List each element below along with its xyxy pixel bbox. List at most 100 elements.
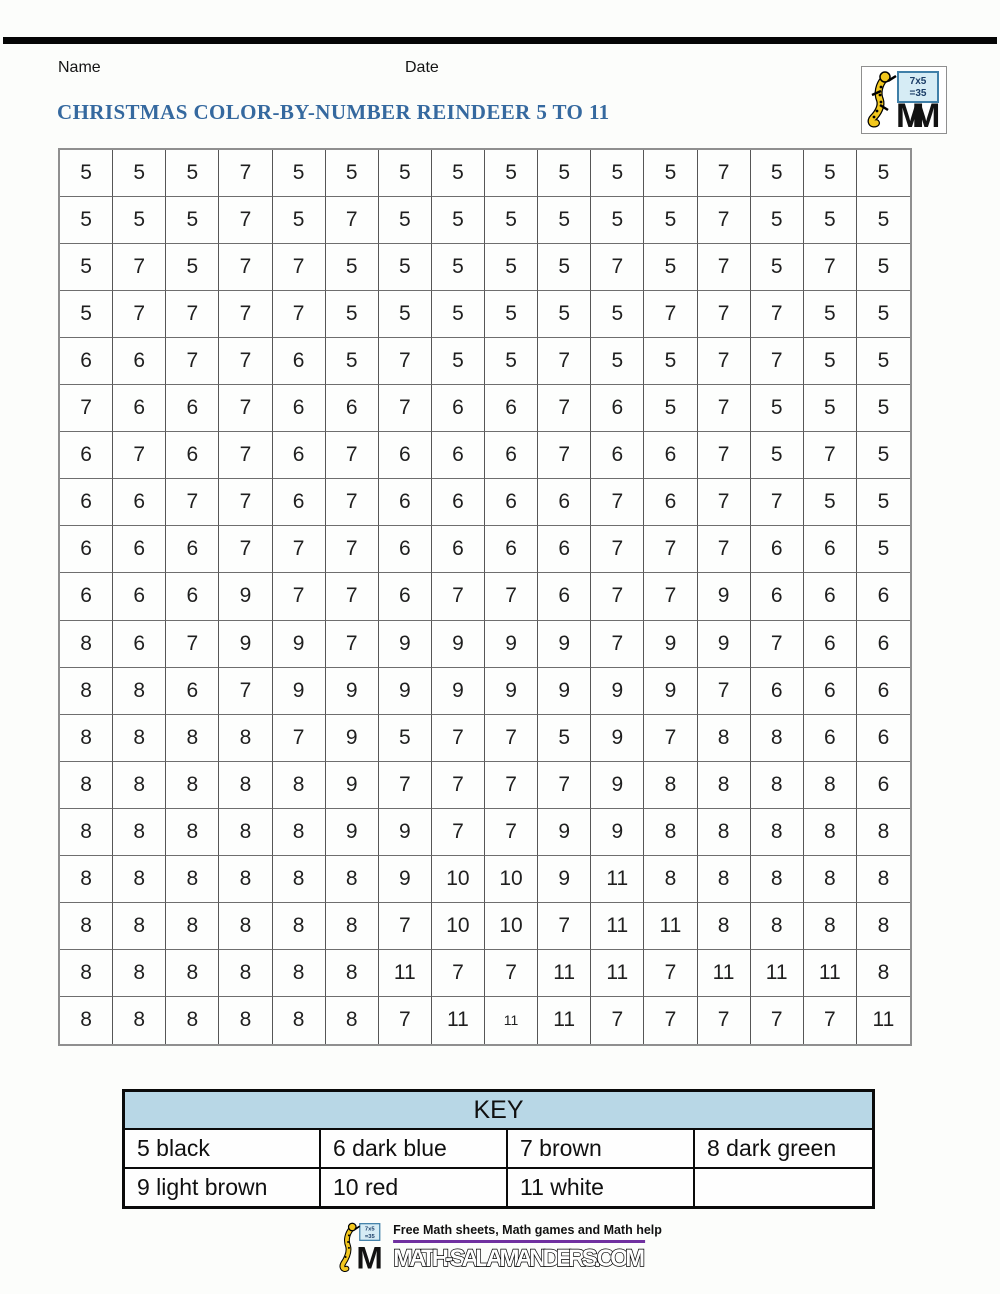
grid-cell: 7	[325, 620, 379, 668]
grid-cell: 7	[166, 479, 220, 527]
grid-cell: 9	[644, 667, 698, 715]
name-label: Name	[58, 59, 101, 76]
grid-cell: 6	[431, 526, 485, 574]
grid-cell: 5	[856, 244, 910, 292]
grid-cell: 7	[591, 620, 645, 668]
grid-cell: 8	[219, 855, 273, 903]
grid-cell: 6	[431, 479, 485, 527]
grid-cell: 5	[166, 244, 220, 292]
grid-cell: 8	[166, 855, 220, 903]
grid-cell: 11	[872, 1008, 895, 1032]
grid-cell: 8	[60, 949, 114, 997]
grid-cell: 5	[856, 432, 910, 480]
grid-cell: 7	[750, 479, 804, 527]
grid-cell: 7	[591, 244, 645, 292]
grid-cell: 6	[113, 338, 167, 386]
grid-cell: 7	[591, 479, 645, 527]
grid-cell: 9	[378, 667, 432, 715]
grid-cell: 6	[378, 479, 432, 527]
grid-cell: 5	[856, 385, 910, 433]
key-row: 5 black 6 dark blue 7 brown 8 dark green	[125, 1130, 872, 1167]
grid-cell: 8	[325, 902, 379, 950]
grid-cell: 7	[698, 996, 751, 1044]
grid-cell: 7	[431, 808, 485, 856]
grid-cell: 9	[591, 667, 645, 715]
grid-cell: 6	[803, 714, 857, 762]
key-row: 9 light brown 10 red 11 white	[125, 1167, 872, 1206]
grid-cell: 8	[60, 761, 114, 809]
grid-cell: 8	[113, 855, 167, 903]
grid-cell: 7	[219, 291, 273, 339]
grid-cell: 7	[538, 761, 592, 809]
grid-cell: 5	[538, 291, 592, 339]
grid-cell: 8	[60, 855, 114, 903]
grid-cell: 11	[803, 949, 857, 997]
grid-cell: 8	[644, 808, 698, 856]
grid-cell: 7	[485, 761, 539, 809]
grid-cell: 5	[644, 197, 698, 245]
grid-cell: 11	[432, 996, 485, 1044]
grid-cell: 5	[856, 197, 910, 245]
grid-cell: 9	[591, 714, 645, 762]
grid-cell: 7	[378, 385, 432, 433]
grid-cell: 8	[60, 808, 114, 856]
grid-cell: 6	[803, 526, 857, 574]
grid-cell: 6	[325, 385, 379, 433]
grid-cell: 6	[538, 479, 592, 527]
grid-cell: 7	[538, 432, 592, 480]
footer: 7x5 =35 M Free Math sheets, Math games a…	[338, 1220, 662, 1274]
grid-cell: 5	[378, 714, 432, 762]
grid-cell: 8	[803, 855, 857, 903]
grid-cell: 6	[113, 526, 167, 574]
grid-cell: 9	[485, 667, 539, 715]
grid-cell: 7	[538, 338, 592, 386]
grid-cell: 6	[378, 573, 432, 621]
grid-cell: 8	[166, 714, 220, 762]
footer-wordmark: MATH-SALAMANDERS.COM	[393, 1244, 646, 1272]
grid-cell: 11	[591, 949, 645, 997]
logo-monogram-m2: M	[912, 97, 940, 131]
grid-cell: 9	[538, 808, 592, 856]
grid-cell: 6	[485, 385, 539, 433]
grid-cell: 8	[325, 855, 379, 903]
grid-cell: 6	[485, 479, 539, 527]
grid-cell: 8	[856, 809, 910, 856]
grid-cell: 5	[431, 338, 485, 386]
grid-cell: 6	[750, 573, 804, 621]
grid-cell: 8	[644, 855, 698, 903]
grid-cell: 6	[856, 715, 910, 762]
math-salamanders-logo: 7x5 =35 M M	[861, 66, 947, 135]
footer-equation-top: 7x5	[365, 1226, 375, 1232]
key-table: KEY 5 black 6 dark blue 7 brown 8 dark gree…	[122, 1089, 875, 1209]
grid-cell: 7	[697, 150, 751, 198]
grid-cell: 6	[166, 573, 220, 621]
grid-cell: 7	[803, 244, 857, 292]
grid-cell: 6	[538, 573, 592, 621]
grid-cell: 6	[378, 432, 432, 480]
grid-cell: 5	[485, 291, 539, 339]
grid-cell: 8	[166, 761, 220, 809]
grid-cell: 6	[60, 573, 114, 621]
grid-cell: 9	[378, 855, 432, 903]
grid-cell: 5	[113, 150, 167, 198]
grid-cell: 9	[431, 620, 485, 668]
grid-cell: 5	[485, 338, 539, 386]
salamander-chalkboard-icon: 7x5 =35 M M	[867, 71, 940, 135]
grid-cell: 10	[431, 902, 485, 950]
grid-cell: 8	[219, 714, 273, 762]
grid-cell: 5	[644, 338, 698, 386]
grid-cell: 5	[591, 338, 645, 386]
grid-cell: 7	[166, 620, 220, 668]
grid-cell: 7	[591, 526, 645, 574]
grid-cell: 7	[60, 385, 114, 433]
grid-cell: 8	[60, 902, 114, 950]
grid-cell: 6	[272, 385, 326, 433]
grid-cell: 7	[378, 902, 432, 950]
grid-cell: 5	[644, 244, 698, 292]
footer-monogram-m: M	[356, 1240, 382, 1274]
grid-cell: 7	[644, 949, 698, 997]
grid-cell: 7	[166, 338, 220, 386]
grid-cell: 11	[750, 949, 804, 997]
